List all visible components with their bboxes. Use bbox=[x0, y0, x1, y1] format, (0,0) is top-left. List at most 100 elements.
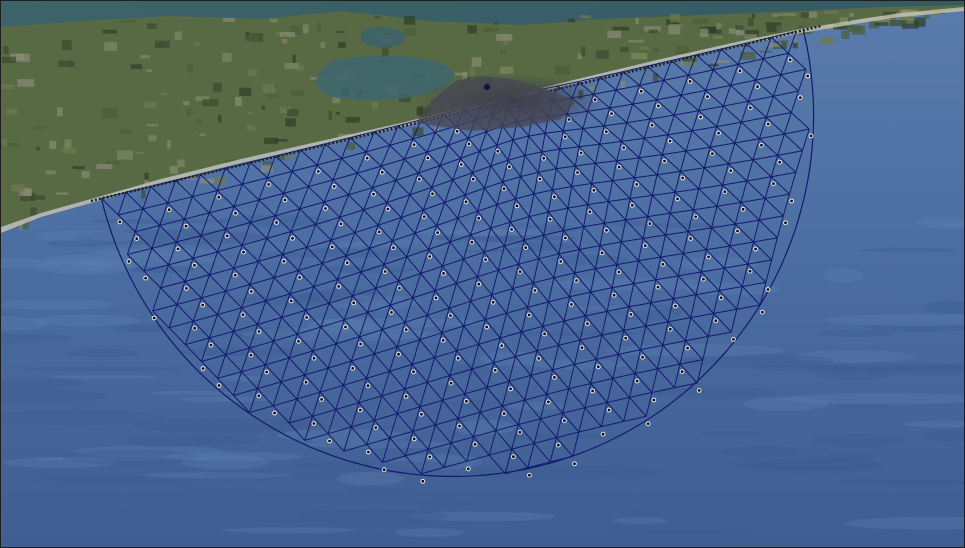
mesh-node-center bbox=[184, 224, 188, 228]
land-texture-patch bbox=[202, 99, 219, 107]
mesh-edge bbox=[356, 151, 367, 174]
mesh-edge bbox=[493, 356, 516, 364]
mesh-edge bbox=[716, 205, 736, 225]
mesh-edge bbox=[512, 135, 529, 141]
mesh-edge bbox=[695, 294, 715, 314]
mesh-edge bbox=[683, 249, 707, 254]
mesh-node-center bbox=[345, 261, 349, 265]
mesh-edge bbox=[405, 448, 429, 457]
mesh-edge bbox=[327, 426, 352, 435]
mesh-node-center bbox=[612, 293, 616, 297]
mesh-edge bbox=[258, 192, 284, 201]
mesh-edge bbox=[620, 241, 639, 262]
mesh-edge bbox=[575, 162, 596, 167]
mesh-node-center bbox=[436, 231, 439, 235]
mesh-edge bbox=[359, 329, 383, 338]
mesh-edge bbox=[729, 241, 754, 247]
mesh-edge bbox=[315, 224, 332, 241]
mesh-edge bbox=[491, 270, 499, 295]
mesh-edge bbox=[574, 339, 581, 365]
mesh-edge bbox=[439, 157, 461, 167]
mesh-edge bbox=[257, 238, 268, 262]
mesh-edge bbox=[595, 268, 613, 289]
land-texture-patch bbox=[102, 29, 118, 34]
mesh-edge bbox=[612, 177, 635, 182]
mesh-edge bbox=[496, 204, 511, 223]
mesh-edge bbox=[339, 209, 364, 218]
land-texture-patch bbox=[1, 56, 16, 64]
mesh-edge bbox=[536, 344, 559, 352]
land-texture-patch bbox=[20, 193, 36, 202]
mesh-edge bbox=[464, 187, 485, 196]
mesh-edge bbox=[463, 325, 479, 345]
land-texture-patch bbox=[579, 15, 591, 19]
mesh-edge bbox=[283, 186, 309, 194]
mesh-node-center bbox=[643, 244, 647, 248]
mesh-edge bbox=[599, 125, 605, 145]
mesh-edge bbox=[583, 204, 589, 227]
ocean-texture-patch bbox=[836, 478, 964, 485]
mesh-edge bbox=[288, 422, 306, 441]
marker-point[interactable] bbox=[484, 84, 490, 90]
mesh-edge bbox=[656, 154, 663, 175]
ocean-texture-patch bbox=[674, 257, 759, 271]
mesh-edge bbox=[441, 332, 458, 352]
mesh-edge bbox=[288, 357, 306, 376]
mesh-node-center bbox=[298, 276, 301, 279]
mesh-edge bbox=[723, 100, 749, 107]
mesh-node-center bbox=[694, 215, 698, 219]
mesh-edge bbox=[225, 222, 251, 230]
land-texture-patch bbox=[868, 20, 880, 29]
ocean-texture-patch bbox=[89, 247, 224, 256]
mesh-edge bbox=[629, 392, 653, 398]
mesh-edge bbox=[780, 68, 807, 76]
mesh-edge bbox=[716, 126, 736, 144]
mesh-node-center bbox=[225, 234, 229, 238]
land-texture-patch bbox=[766, 25, 777, 33]
land-texture-patch bbox=[57, 107, 63, 117]
mesh-edge bbox=[723, 105, 742, 123]
mesh-edge bbox=[118, 208, 144, 216]
land-texture-patch bbox=[104, 42, 117, 51]
mesh-node-center bbox=[502, 187, 506, 191]
mesh-edge bbox=[484, 294, 493, 320]
mesh-edge bbox=[603, 222, 622, 243]
mesh-edge bbox=[655, 275, 679, 281]
land-texture-patch bbox=[819, 36, 835, 45]
mesh-edge bbox=[490, 227, 505, 247]
land-texture-patch bbox=[195, 96, 210, 102]
mesh-edge bbox=[490, 145, 498, 167]
mesh-edge bbox=[266, 231, 292, 239]
land-texture-patch bbox=[11, 184, 25, 192]
mesh-edge bbox=[790, 90, 799, 113]
mesh-node-center bbox=[604, 130, 608, 134]
mesh-edge bbox=[548, 301, 565, 322]
land-texture-patch bbox=[276, 32, 282, 35]
mesh-edge bbox=[436, 217, 458, 227]
mesh-edge bbox=[466, 436, 474, 462]
land-texture-patch bbox=[635, 17, 639, 25]
mesh-edge bbox=[606, 310, 625, 331]
land-texture-patch bbox=[335, 112, 340, 115]
mesh-edge bbox=[397, 125, 414, 140]
land-texture-patch bbox=[21, 219, 29, 229]
mesh-edge bbox=[339, 194, 349, 218]
mesh-edge bbox=[275, 149, 301, 157]
land-texture-patch bbox=[117, 150, 133, 160]
mesh-node-center bbox=[417, 177, 421, 181]
mesh-edge bbox=[674, 363, 681, 388]
mesh-edge bbox=[464, 194, 479, 212]
mesh-edge bbox=[615, 84, 640, 91]
mesh-edge bbox=[705, 90, 724, 107]
mesh-node-center bbox=[518, 430, 522, 434]
mesh-edge bbox=[695, 290, 720, 296]
land-texture-patch bbox=[914, 17, 926, 27]
mesh-edge bbox=[443, 442, 452, 468]
land-texture-patch bbox=[61, 40, 72, 50]
mesh-edge bbox=[477, 210, 492, 229]
mesh-edge bbox=[528, 216, 545, 236]
mesh-edge bbox=[580, 334, 603, 341]
mesh-node-center bbox=[265, 370, 269, 374]
mesh-edge bbox=[392, 232, 416, 242]
